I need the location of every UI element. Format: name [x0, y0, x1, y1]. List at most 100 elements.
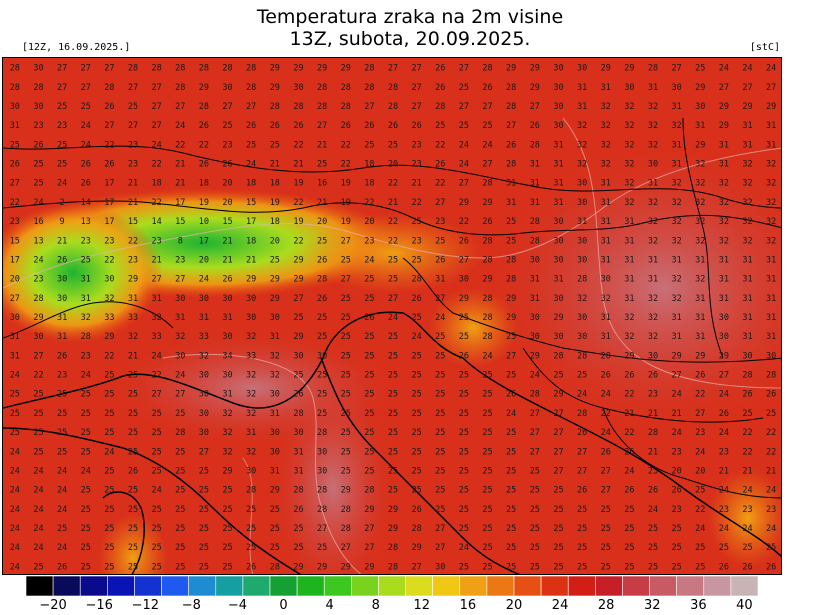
temperature-label: 28: [364, 64, 374, 74]
temperature-label: 30: [199, 390, 209, 400]
temperature-label: 32: [672, 121, 682, 131]
temperature-label: 24: [175, 121, 185, 131]
temperature-label: 25: [553, 524, 563, 534]
temperature-label: 25: [128, 102, 138, 112]
temperature-label: 24: [10, 505, 20, 515]
temperature-label: 25: [317, 332, 327, 342]
temperature-label: 31: [672, 255, 682, 265]
temperature-label: 31: [742, 294, 752, 304]
color-bar-tick-label: 20: [505, 598, 523, 613]
color-bar-cell: [296, 576, 325, 596]
temperature-label: 24: [33, 255, 43, 265]
temperature-label: 24: [81, 140, 91, 150]
temperature-label: 23: [695, 428, 705, 438]
temperature-label: 25: [530, 486, 540, 496]
temperature-label: 26: [412, 505, 422, 515]
color-bar-cell: [486, 576, 515, 596]
temperature-label: 31: [672, 140, 682, 150]
temperature-label: 25: [57, 140, 67, 150]
temperature-label: 25: [388, 390, 398, 400]
temperature-label: 32: [624, 179, 634, 189]
temperature-label: 29: [506, 313, 516, 323]
temperature-label: 25: [104, 543, 114, 553]
temperature-label: 28: [152, 64, 162, 74]
temperature-label: 26: [482, 83, 492, 93]
temperature-label: 25: [388, 409, 398, 419]
temperature-label: 25: [577, 562, 587, 572]
temperature-label: 25: [341, 313, 351, 323]
temperature-label: 28: [530, 140, 540, 150]
temperature-label: 27: [364, 543, 374, 553]
temperature-label: 25: [364, 371, 374, 381]
color-bar-tick-label: 40: [736, 598, 753, 613]
temperature-label: 29: [412, 543, 422, 553]
temperature-label: 29: [506, 294, 516, 304]
temperature-label: 25: [81, 543, 91, 553]
temperature-label: 24: [33, 524, 43, 534]
temperature-label: 32: [624, 121, 634, 131]
temperature-label: 25: [364, 275, 374, 285]
temperature-label: 29: [672, 351, 682, 361]
temperature-label: 25: [57, 447, 67, 457]
temperature-label: 27: [530, 409, 540, 419]
temperature-label: 24: [33, 543, 43, 553]
temperature-label: 32: [719, 179, 729, 189]
temperature-label: 25: [506, 466, 516, 476]
temperature-label: 25: [364, 294, 374, 304]
temperature-label: 26: [293, 505, 303, 515]
temperature-label: 25: [81, 428, 91, 438]
temperature-label: 25: [695, 543, 705, 553]
temperature-label: 25: [128, 562, 138, 572]
temperature-label: 27: [695, 409, 705, 419]
temperature-label: 31: [435, 275, 445, 285]
temperature-label: 25: [506, 217, 516, 227]
temperature-label: 20: [364, 217, 374, 227]
temperature-label: 25: [388, 371, 398, 381]
temperature-label: 24: [648, 505, 658, 515]
temperature-label: 25: [506, 371, 516, 381]
temperature-label: 30: [553, 332, 563, 342]
unit-label: [stC]: [749, 42, 780, 53]
temperature-label: 19: [270, 198, 280, 208]
temperature-label: 18: [364, 179, 374, 189]
temperature-label: 32: [648, 313, 658, 323]
temperature-label: 29: [482, 198, 492, 208]
temperature-label: 32: [152, 313, 162, 323]
temperature-label: 26: [293, 390, 303, 400]
temperature-label: 24: [482, 351, 492, 361]
color-bar-tick-label: −16: [85, 598, 113, 613]
temperature-label: 22: [624, 390, 634, 400]
color-bar-tick-label: −20: [39, 598, 67, 613]
temperature-label: 24: [10, 466, 20, 476]
temperature-label: 30: [33, 102, 43, 112]
coastline: [320, 357, 521, 574]
temperature-label: 29: [270, 486, 280, 496]
temperature-label: 31: [553, 275, 563, 285]
temperature-label: 31: [601, 332, 611, 342]
temperature-label: 27: [553, 428, 563, 438]
temperature-label: 27: [766, 83, 776, 93]
temperature-label: 27: [128, 121, 138, 131]
temperature-label: 25: [719, 543, 729, 553]
temperature-label: 15: [246, 198, 256, 208]
temperature-label: 25: [246, 140, 256, 150]
temperature-label: 29: [270, 83, 280, 93]
temperature-label: 24: [742, 524, 752, 534]
temperature-label: 25: [317, 160, 327, 170]
temperature-label: 28: [364, 83, 374, 93]
temperature-label: 21: [648, 447, 658, 457]
temperature-label: 30: [624, 83, 634, 93]
temperature-label: 26: [435, 64, 445, 74]
color-bar-cell: [351, 576, 379, 596]
warm-area-southeast: [708, 468, 781, 568]
temperature-label: 23: [742, 505, 752, 515]
temperature-label: 28: [293, 102, 303, 112]
temperature-label: 26: [57, 562, 67, 572]
temperature-label: 25: [341, 371, 351, 381]
temperature-label: 30: [317, 351, 327, 361]
temperature-label: 30: [648, 351, 658, 361]
temperature-label: 27: [81, 64, 91, 74]
temperature-label: 28: [10, 64, 20, 74]
temperature-label: 20: [388, 160, 398, 170]
temperature-label: 24: [57, 466, 67, 476]
